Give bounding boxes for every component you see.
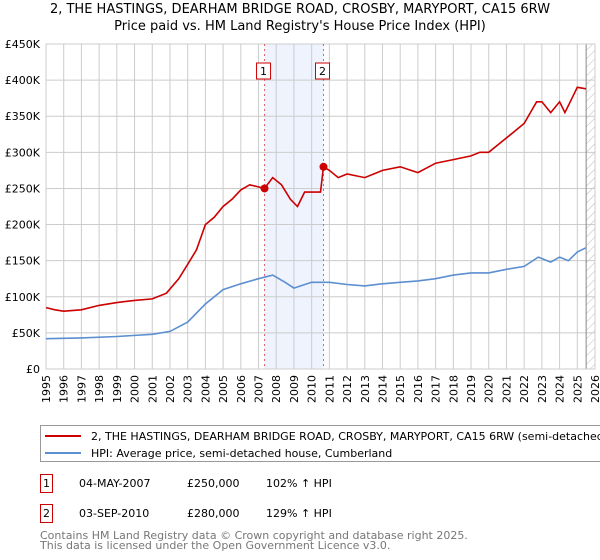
legend-label: HPI: Average price, semi-detached house,… [91,446,393,460]
chart-subtitle: Price paid vs. HM Land Registry's House … [114,19,486,34]
x-tick-label: 2022 [518,375,531,403]
x-tick-label: 1995 [40,375,53,403]
x-tick-label: 1996 [58,375,71,403]
sale-hpi: 129% ↑ HPI [266,506,332,520]
sale-badge: 1 [40,473,53,493]
legend: 2, THE HASTINGS, DEARHAM BRIDGE ROAD, CR… [40,425,600,462]
x-tick-label: 2008 [270,375,283,403]
sale-row: 2 03-SEP-2010 £280,000 129% ↑ HPI [40,503,332,523]
sale-row: 1 04-MAY-2007 £250,000 102% ↑ HPI [40,473,332,493]
sale-label-box [315,62,331,80]
y-tick-label: £400K [5,74,41,87]
y-tick-label: £50K [12,327,41,340]
sale-price: £250,000 [187,476,240,490]
y-tick-label: £350K [5,110,41,123]
sale-date: 04-MAY-2007 [79,476,151,490]
footer: Contains HM Land Registry data © Crown c… [40,529,468,552]
x-tick-label: 2021 [500,375,513,403]
x-tick-label: 2016 [412,375,425,403]
plot-frame [45,43,596,370]
legend-swatch-blue [45,452,81,454]
legend-label: 2, THE HASTINGS, DEARHAM BRIDGE ROAD, CR… [91,429,600,443]
y-tick-label: £250K [5,182,41,195]
x-tick-label: 2013 [359,375,372,403]
x-tick-label: 2004 [199,375,212,403]
sale-label-box [256,62,272,80]
x-tick-label: 2009 [288,375,301,403]
sale-label: 2 [319,65,326,78]
x-tick-label: 2005 [217,375,230,403]
x-tick-label: 2001 [146,375,159,403]
footer-licence: This data is licensed under the Open Gov… [40,539,391,552]
sale-badge: 2 [40,503,53,523]
x-tick-label: 2025 [571,375,584,403]
x-tick-label: 1999 [111,375,124,403]
x-tick-label: 2023 [536,375,549,403]
x-tick-label: 2010 [306,375,319,403]
y-tick-label: £0 [26,363,40,376]
x-tick-label: 2002 [164,375,177,403]
x-tick-label: 2003 [182,375,195,403]
sale-hpi: 102% ↑ HPI [266,476,332,490]
footer-copyright: Contains HM Land Registry data © Crown c… [40,529,468,542]
price-chart: 1995 1996 1997 1998 1999 2000 2001 2002 2003 2004… [5,38,600,403]
y-tick-label: £300K [5,146,41,159]
x-tick-label: 1997 [75,375,88,403]
x-tick-label: 2012 [341,375,354,403]
x-tick-label: 2014 [376,375,389,403]
x-tick-label: 2019 [465,375,478,403]
x-tick-label: 2024 [554,375,567,403]
x-tick-label: 2020 [483,375,496,403]
y-tick-label: £200K [5,219,41,232]
legend-swatch-red [45,435,81,437]
sale-point [319,162,328,171]
x-tick-label: 2011 [323,375,336,403]
sale-point [260,184,269,193]
x-tick-label: 2015 [394,375,407,403]
sale-label: 1 [260,65,267,78]
chart-title: 2, THE HASTINGS, DEARHAM BRIDGE ROAD, CR… [49,2,551,17]
legend-item-property: 2, THE HASTINGS, DEARHAM BRIDGE ROAD, CR… [45,428,600,444]
series-line-property [46,86,587,313]
x-tick-label: 2000 [129,375,142,403]
legend-item-hpi: HPI: Average price, semi-detached house,… [45,445,392,461]
sale-price: £280,000 [187,506,240,520]
sale-date: 03-SEP-2010 [79,506,150,520]
x-tick-label: 2018 [447,375,460,403]
x-tick-label: 2007 [253,375,266,403]
series-line-hpi [46,246,587,340]
x-tick-label: 2026 [589,375,600,403]
x-tick-label: 2006 [235,375,248,403]
y-tick-label: £100K [5,291,41,304]
y-tick-label: £150K [5,255,41,268]
x-tick-label: 1998 [93,375,106,403]
future-hatch [586,44,595,369]
y-tick-label: £450K [5,38,41,51]
x-tick-label: 2017 [430,375,443,403]
